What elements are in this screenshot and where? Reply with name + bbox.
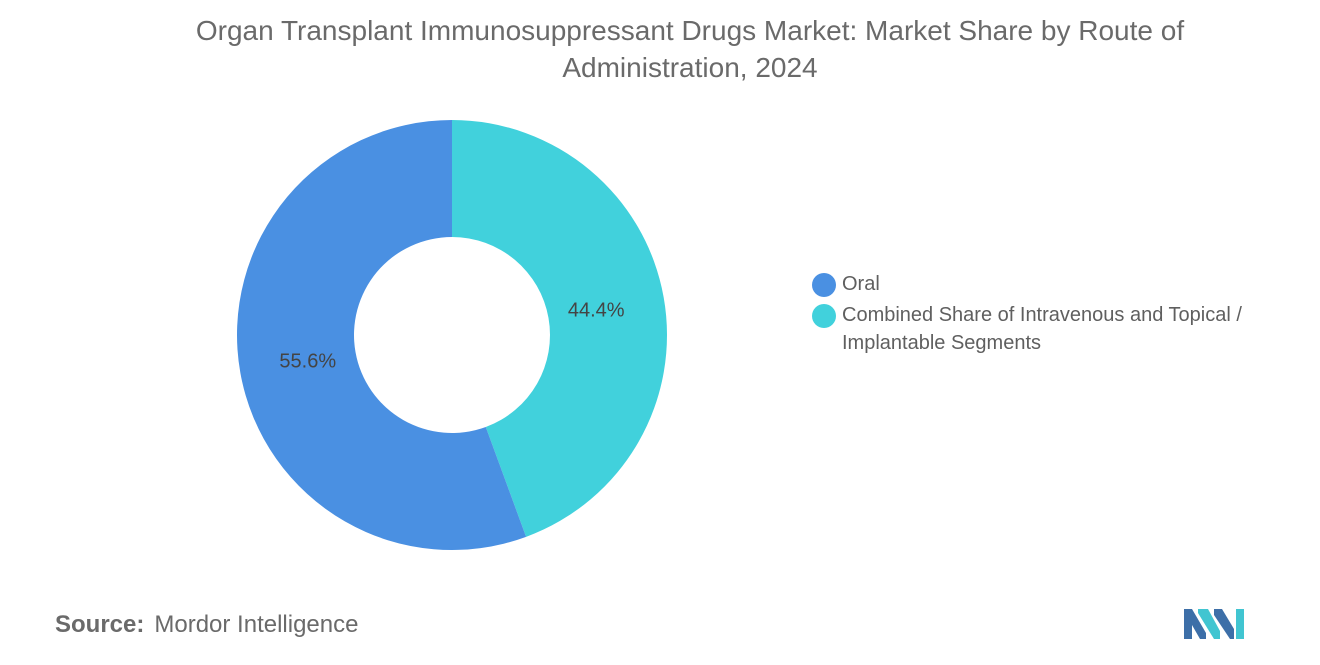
slice-combined — [452, 120, 667, 537]
mordor-intelligence-logo-icon — [1184, 609, 1244, 639]
chart-title: Organ Transplant Immunosuppressant Drugs… — [195, 15, 1185, 83]
data-label-combined: 44.4% — [568, 299, 625, 321]
source-note: Source: Mordor Intelligence — [55, 611, 358, 639]
legend-label-combined: Combined Share of Intravenous and Topica… — [842, 304, 1242, 354]
data-label-oral: 55.6% — [279, 351, 336, 373]
source-text: Mordor Intelligence — [154, 611, 359, 638]
legend-item-combined: Combined Share of Intravenous and Topica… — [812, 301, 1292, 357]
legend-swatch-oral — [812, 273, 836, 297]
slice-oral — [236, 120, 527, 550]
legend-label-oral: Oral — [842, 273, 880, 295]
source-label: Source: — [55, 611, 145, 638]
chart-legend: Oral Combined Share of Intravenous and T… — [812, 270, 1292, 360]
legend-item-oral: Oral — [812, 270, 1292, 298]
legend-swatch-combined — [812, 304, 836, 328]
